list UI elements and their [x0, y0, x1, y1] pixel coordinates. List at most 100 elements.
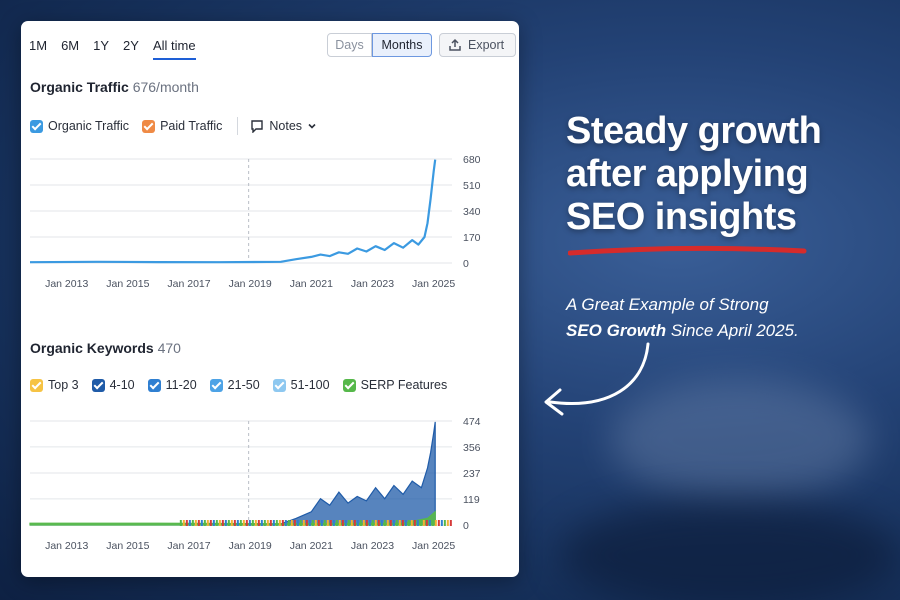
serp-marker	[368, 520, 371, 526]
tagline-rest: Since April 2025.	[666, 321, 799, 340]
serp-marker	[401, 520, 404, 526]
analytics-card: 1M 6M 1Y 2Y All time Days Months Export …	[21, 21, 519, 577]
legend-paid-traffic[interactable]: Paid Traffic	[142, 119, 222, 133]
serp-marker	[302, 520, 305, 526]
serp-marker	[308, 520, 311, 526]
serp-marker	[227, 520, 230, 526]
legend-keyword-item[interactable]: SERP Features	[342, 378, 448, 392]
x-tick-label: Jan 2017	[167, 540, 210, 552]
y-tick-label: 170	[463, 232, 481, 244]
serp-marker	[236, 520, 239, 526]
notes-dropdown[interactable]: Notes	[250, 119, 317, 133]
y-tick-label: 680	[463, 154, 481, 166]
serp-marker	[179, 520, 182, 526]
range-tab-6m[interactable]: 6M	[61, 38, 80, 53]
traffic-value: 676/month	[132, 79, 199, 95]
serp-marker	[437, 520, 440, 526]
serp-marker	[293, 520, 296, 526]
legend-label: SERP Features	[360, 378, 448, 392]
range-tab-2y[interactable]: 2Y	[123, 38, 139, 53]
serp-marker	[338, 520, 341, 526]
serp-marker	[242, 520, 245, 526]
months-button[interactable]: Months	[372, 33, 432, 57]
background-blur	[610, 380, 870, 500]
serp-marker	[431, 520, 434, 526]
serp-marker	[356, 520, 359, 526]
export-label: Export	[468, 38, 505, 52]
legend-keyword-item[interactable]: 21-50	[209, 378, 260, 392]
days-button[interactable]: Days	[327, 33, 372, 57]
legend-label: 4-10	[109, 378, 135, 392]
tagline-line2: SEO Growth Since April 2025.	[566, 318, 886, 344]
serp-marker	[212, 520, 215, 526]
serp-marker	[305, 520, 308, 526]
legend-label: Paid Traffic	[160, 119, 223, 133]
serp-marker	[314, 520, 317, 526]
serp-marker	[269, 520, 272, 526]
checkbox-icon	[30, 378, 43, 392]
legend-keyword-item[interactable]: 51-100	[272, 378, 330, 392]
x-tick-label: Jan 2019	[229, 278, 272, 290]
serp-marker	[434, 520, 437, 526]
serp-marker	[260, 520, 263, 526]
legend-divider	[237, 117, 239, 135]
series-line	[29, 159, 437, 264]
serp-marker	[290, 520, 293, 526]
serp-marker	[329, 520, 332, 526]
range-tabs: 1M 6M 1Y 2Y All time	[29, 38, 210, 60]
keywords-title-text: Organic Keywords	[30, 340, 154, 356]
serp-marker	[221, 520, 224, 526]
x-tick-label: Jan 2025	[412, 540, 455, 552]
serp-marker	[332, 520, 335, 526]
serp-marker	[317, 520, 320, 526]
legend-keyword-item[interactable]: 11-20	[147, 378, 197, 392]
background-blur	[560, 500, 900, 600]
curved-arrow-icon	[544, 342, 650, 416]
range-tab-1y[interactable]: 1Y	[93, 38, 110, 53]
serp-marker	[440, 520, 443, 526]
x-tick-label: Jan 2017	[167, 278, 210, 290]
x-tick-label: Jan 2025	[412, 278, 455, 290]
legend-keyword-item[interactable]: 4-10	[91, 378, 135, 392]
legend-organic-traffic[interactable]: Organic Traffic	[30, 119, 129, 133]
y-tick-label: 237	[463, 468, 481, 480]
serp-marker	[365, 520, 368, 526]
headline-line: after applying	[566, 153, 809, 195]
serp-marker	[263, 520, 266, 526]
checkbox-icon	[30, 119, 43, 133]
x-tick-label: Jan 2013	[45, 278, 88, 290]
serp-marker	[191, 520, 194, 526]
keywords-chart: 0 119 237 356 474 Jan 2013 Jan 2015 Jan 2017 Jan…	[29, 416, 481, 552]
legend-label: Top 3	[48, 378, 79, 392]
export-button[interactable]: Export	[439, 33, 516, 57]
serp-marker	[200, 520, 203, 526]
series-area	[30, 421, 436, 526]
checkbox-icon	[272, 378, 286, 392]
serp-marker	[410, 520, 413, 526]
keywords-legend: Top 3 4-10 11-20 21-50 51-100 SERP Features	[30, 378, 460, 392]
serp-marker	[347, 520, 350, 526]
range-tab-all-time[interactable]: All time	[152, 38, 196, 60]
serp-marker	[245, 520, 248, 526]
range-tab-1m[interactable]: 1M	[29, 38, 48, 53]
serp-marker	[299, 520, 302, 526]
serp-marker	[446, 520, 449, 526]
serp-marker	[203, 520, 206, 526]
serp-marker	[353, 520, 356, 526]
granularity-toggle: Days Months	[327, 33, 432, 57]
serp-marker	[275, 520, 278, 526]
serp-marker	[407, 520, 410, 526]
traffic-chart: 0 170 340 510 680 Jan 2013 Jan 2015 Jan 2017 Jan…	[29, 154, 481, 290]
x-tick-label: Jan 2021	[290, 540, 333, 552]
note-icon	[251, 120, 264, 133]
serp-marker	[296, 520, 299, 526]
x-tick-label: Jan 2015	[106, 540, 149, 552]
headline-line: Steady growth	[566, 110, 822, 152]
serp-marker	[218, 520, 221, 526]
y-tick-label: 356	[463, 442, 481, 454]
serp-marker	[335, 520, 338, 526]
serp-marker	[230, 520, 233, 526]
serp-marker	[398, 520, 401, 526]
legend-keyword-item[interactable]: Top 3	[30, 378, 79, 392]
serp-marker	[209, 520, 212, 526]
